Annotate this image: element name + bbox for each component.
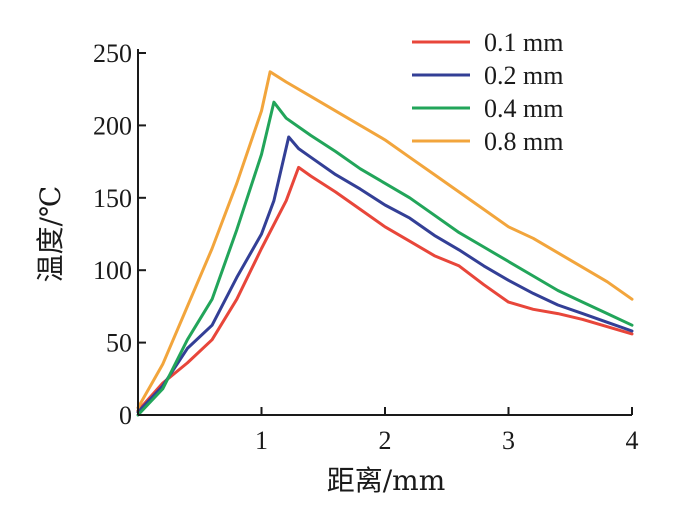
x-tick-label: 4 [626, 426, 639, 455]
y-tick-label: 0 [119, 401, 132, 430]
series-line-4 [136, 70, 634, 410]
legend-label-1: 0.1 mm [484, 28, 563, 57]
series-line-2 [136, 135, 634, 414]
axes-layer: 0 50 100 150 200 250 1 2 3 4 [93, 39, 639, 455]
legend-label-4: 0.8 mm [484, 127, 563, 156]
y-tick-label: 100 [93, 256, 132, 285]
y-tick-label: 50 [106, 329, 132, 358]
series-line-1 [136, 165, 634, 413]
x-tick-label: 3 [502, 426, 515, 455]
x-tick-label: 2 [379, 426, 392, 455]
x-axis-label: 距离/mm [327, 464, 446, 497]
y-tick-label: 250 [93, 39, 132, 68]
y-axis-label: 温度/℃ [34, 186, 67, 283]
legend: 0.1 mm 0.2 mm 0.4 mm 0.8 mm [412, 28, 563, 156]
y-tick-label: 200 [93, 111, 132, 140]
series-layer [136, 70, 634, 417]
x-tick-label: 1 [255, 426, 268, 455]
legend-label-3: 0.4 mm [484, 94, 563, 123]
legend-label-2: 0.2 mm [484, 61, 563, 90]
y-tick-label: 150 [93, 184, 132, 213]
series-line-3 [136, 100, 634, 417]
